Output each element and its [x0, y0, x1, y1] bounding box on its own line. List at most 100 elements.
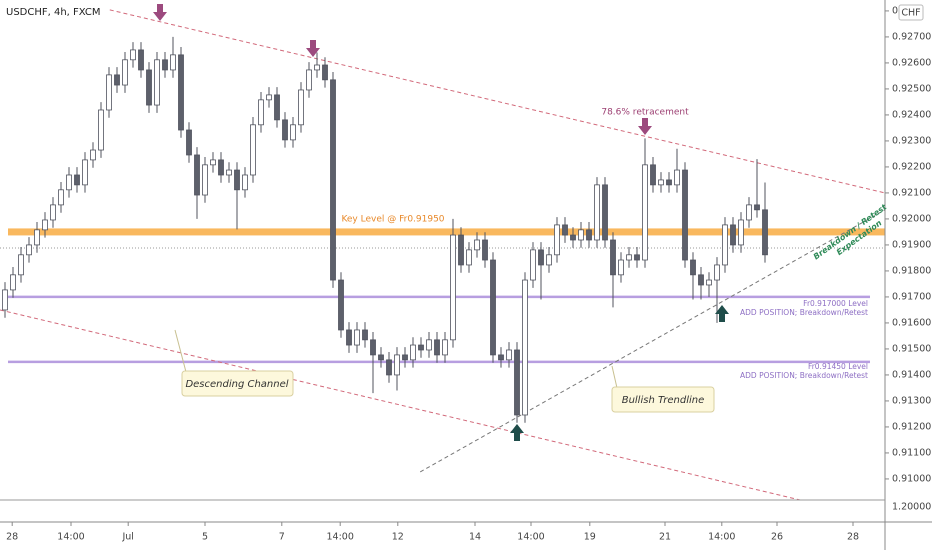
candle-body	[258, 99, 264, 126]
candle-body	[658, 179, 664, 186]
y-tick-label: 0.92700	[892, 31, 931, 42]
y-tick-label: 0	[892, 5, 898, 16]
candle-body	[594, 184, 600, 241]
callout-text: Bullish Trendline	[622, 395, 705, 406]
callout-box	[611, 386, 715, 413]
candle-body	[146, 69, 152, 106]
candle-body	[562, 224, 568, 236]
level-label: Fr0.91450 Level	[808, 362, 868, 371]
candle-body	[274, 94, 280, 121]
x-tick-label: 21	[659, 532, 671, 543]
candle-body	[66, 174, 72, 191]
candle-body	[370, 339, 376, 356]
candle-body	[42, 219, 48, 231]
plot	[0, 9, 886, 501]
candle-body	[114, 74, 120, 86]
candle-body	[618, 259, 624, 276]
arrows	[153, 4, 652, 135]
y-tick-label: 0.92200	[892, 161, 931, 172]
up-arrow	[510, 424, 524, 441]
candle-body	[314, 64, 320, 71]
candle-body	[218, 159, 224, 176]
x-tick-label: Jul	[121, 532, 133, 543]
candle-body	[626, 254, 632, 261]
candle-body	[762, 209, 768, 256]
candle-body	[306, 69, 312, 91]
candle-body	[482, 239, 488, 261]
x-tick-label: 28	[847, 532, 859, 543]
candle-body	[538, 249, 544, 266]
candle-body	[490, 259, 496, 356]
candle-body	[682, 169, 688, 261]
down-arrow	[153, 4, 167, 21]
candle-body	[250, 124, 256, 176]
y-tick-label: 0.91300	[892, 395, 931, 406]
candle-body	[554, 224, 560, 256]
candle-body	[170, 54, 176, 71]
retracement-label: 78.6% retracement	[601, 108, 689, 118]
y-tick-label: 0.92000	[892, 213, 931, 224]
candle-body	[650, 164, 656, 186]
y-tick-label: 0.91100	[892, 447, 931, 458]
x-tick-label: 7	[279, 532, 285, 543]
symbol-title: USDCHF, 4h, FXCM	[6, 7, 101, 18]
candle-body	[26, 244, 32, 256]
candle-body	[666, 179, 672, 186]
candle-body	[74, 174, 80, 186]
currency: CHF	[901, 8, 920, 19]
candle-body	[602, 184, 608, 241]
candle-body	[162, 59, 168, 71]
candle-body	[634, 254, 640, 261]
x-tick-label: 14:00	[708, 532, 735, 543]
candle-body	[106, 74, 112, 111]
x-tick-label: 12	[392, 532, 404, 543]
candle-body	[138, 49, 144, 71]
candle-body	[714, 264, 720, 281]
candle-body	[338, 279, 344, 331]
candle-body	[362, 329, 368, 341]
candle-body	[418, 344, 424, 351]
level-label: ADD POSITION; Breakdown/Retest	[740, 371, 868, 380]
y-tick-label: 0.92300	[892, 135, 931, 146]
y-tick-label: 0.91800	[892, 265, 931, 276]
currency-box[interactable]	[898, 4, 924, 21]
candle-body	[386, 359, 392, 376]
y-tick-label: 0.91500	[892, 343, 931, 354]
candle-body	[394, 354, 400, 376]
y-tick-label: 0.91000	[892, 473, 931, 484]
callout-pointer	[174, 329, 187, 373]
candle-body	[186, 129, 192, 156]
candle-body	[2, 289, 8, 311]
down-arrow	[638, 118, 652, 135]
trendline	[419, 209, 886, 473]
candle-body	[242, 174, 248, 191]
candle-body	[570, 234, 576, 241]
candle-body	[10, 274, 16, 291]
candle-body	[706, 279, 712, 286]
callout-text: Descending Channel	[185, 379, 288, 390]
level-label: ADD POSITION; Breakdown/Retest	[740, 308, 868, 317]
candle-body	[98, 109, 104, 151]
candle-body	[754, 204, 760, 211]
y-tick-label: 0.92500	[892, 83, 931, 94]
candle-body	[58, 189, 64, 206]
y-tick-label: 0.91600	[892, 317, 931, 328]
x-tick-label: 14:00	[327, 532, 354, 543]
key-level-label: Key Level @ Fr0.91950	[341, 215, 444, 225]
y-tick-label: 0.91200	[892, 421, 931, 432]
candle-body	[282, 119, 288, 141]
callout-pointer	[611, 365, 618, 389]
candle-body	[410, 344, 416, 361]
candle-body	[50, 204, 56, 221]
candle-body	[130, 49, 136, 61]
arrows	[510, 305, 729, 441]
x-tick-label: 14:00	[57, 532, 84, 543]
candle-body	[746, 204, 752, 221]
candle-body	[226, 169, 232, 176]
candle-body	[154, 59, 160, 106]
candle-body	[586, 229, 592, 241]
candle-body	[514, 349, 520, 416]
candle-body	[90, 149, 96, 161]
candle-body	[354, 329, 360, 346]
